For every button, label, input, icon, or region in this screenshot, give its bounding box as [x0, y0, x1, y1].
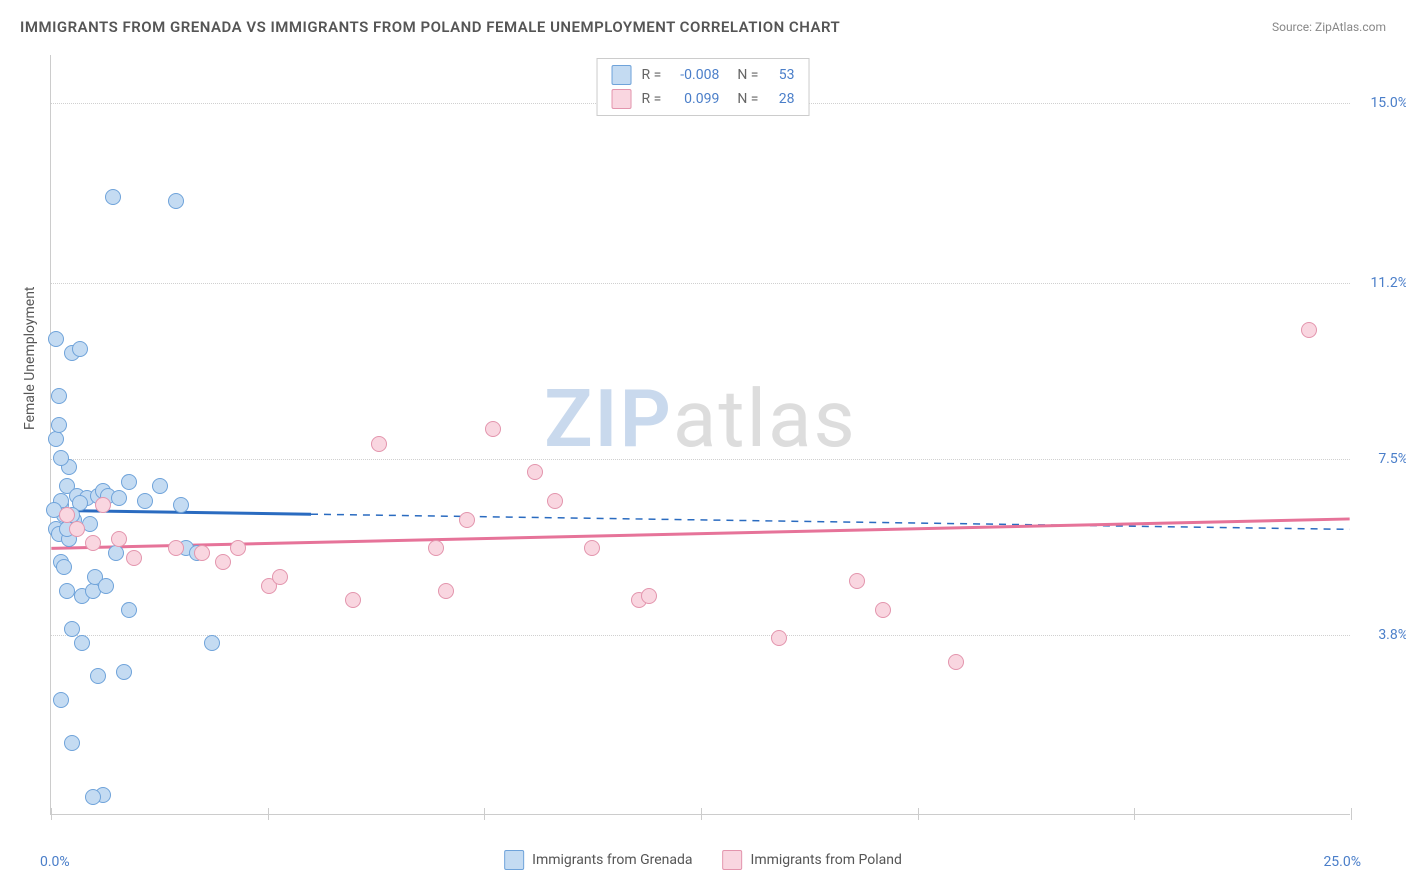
scatter-point-grenada [137, 493, 153, 509]
scatter-point-grenada [98, 578, 114, 594]
stat-n-value: 28 [768, 91, 794, 107]
stat-n-label: N = [737, 67, 758, 83]
x-tick [51, 808, 52, 820]
x-tick [1351, 808, 1352, 820]
y-tick-label: 11.2% [1370, 275, 1406, 291]
gridline [51, 283, 1350, 284]
legend-label: Immigrants from Poland [751, 852, 902, 868]
scatter-point-poland [371, 436, 387, 452]
scatter-point-grenada [64, 735, 80, 751]
scatter-point-grenada [121, 602, 137, 618]
source-attribution: Source: ZipAtlas.com [1272, 20, 1386, 34]
scatter-point-grenada [51, 388, 67, 404]
scatter-point-grenada [121, 474, 137, 490]
stat-n-label: N = [737, 91, 758, 107]
legend-item-grenada: Immigrants from Grenada [504, 850, 692, 870]
scatter-point-grenada [116, 664, 132, 680]
scatter-point-poland [85, 535, 101, 551]
scatter-point-grenada [111, 490, 127, 506]
source-label: Source: [1272, 20, 1312, 34]
scatter-point-poland [584, 540, 600, 556]
watermark: ZIPatlas [544, 372, 857, 466]
scatter-point-poland [230, 540, 246, 556]
x-tick [268, 808, 269, 820]
scatter-point-poland [485, 421, 501, 437]
bottom-legend: Immigrants from Grenada Immigrants from P… [504, 850, 902, 870]
scatter-point-grenada [53, 450, 69, 466]
scatter-point-grenada [108, 545, 124, 561]
stat-r-label: R = [642, 67, 662, 83]
scatter-point-poland [272, 569, 288, 585]
scatter-point-grenada [85, 789, 101, 805]
scatter-point-poland [849, 573, 865, 589]
scatter-point-poland [547, 493, 563, 509]
scatter-point-poland [771, 630, 787, 646]
chart-title: IMMIGRANTS FROM GRENADA VS IMMIGRANTS FR… [20, 18, 840, 36]
scatter-point-poland [438, 583, 454, 599]
scatter-point-poland [875, 602, 891, 618]
x-tick [484, 808, 485, 820]
scatter-point-poland [69, 521, 85, 537]
legend-swatch [504, 850, 524, 870]
scatter-point-grenada [51, 417, 67, 433]
x-axis-min-label: 0.0% [40, 854, 70, 870]
trend-lines [51, 55, 1350, 814]
scatter-point-grenada [64, 621, 80, 637]
scatter-point-poland [126, 550, 142, 566]
watermark-zip: ZIP [544, 372, 673, 466]
x-tick [1134, 808, 1135, 820]
gridline [51, 459, 1350, 460]
scatter-point-grenada [48, 431, 64, 447]
legend-item-poland: Immigrants from Poland [723, 850, 902, 870]
scatter-point-grenada [53, 692, 69, 708]
stat-r-value: 0.099 [671, 91, 719, 107]
scatter-point-poland [59, 507, 75, 523]
scatter-point-grenada [105, 189, 121, 205]
x-tick [918, 808, 919, 820]
x-axis-max-label: 25.0% [1323, 854, 1361, 870]
stats-row-poland: R = 0.099 N = 28 [612, 89, 795, 109]
stat-r-value: -0.008 [671, 67, 719, 83]
scatter-point-poland [215, 554, 231, 570]
scatter-point-poland [459, 512, 475, 528]
y-tick-label: 7.5% [1378, 451, 1406, 467]
scatter-point-grenada [72, 341, 88, 357]
y-axis-label: Female Unemployment [22, 286, 38, 430]
stats-legend-box: R = -0.008 N = 53 R = 0.099 N = 28 [597, 58, 810, 116]
scatter-point-poland [527, 464, 543, 480]
scatter-point-poland [1301, 322, 1317, 338]
legend-swatch [612, 65, 632, 85]
stats-row-grenada: R = -0.008 N = 53 [612, 65, 795, 85]
y-tick-label: 3.8% [1378, 627, 1406, 643]
scatter-point-grenada [59, 583, 75, 599]
scatter-point-grenada [74, 635, 90, 651]
gridline [51, 635, 1350, 636]
plot-area: ZIPatlas 3.8%7.5%11.2%15.0% [50, 55, 1350, 815]
scatter-point-grenada [90, 668, 106, 684]
legend-swatch [723, 850, 743, 870]
legend-swatch [612, 89, 632, 109]
scatter-point-poland [948, 654, 964, 670]
scatter-point-poland [95, 497, 111, 513]
scatter-point-grenada [204, 635, 220, 651]
scatter-point-poland [345, 592, 361, 608]
scatter-point-poland [194, 545, 210, 561]
scatter-point-grenada [173, 497, 189, 513]
x-tick [701, 808, 702, 820]
watermark-atlas: atlas [673, 372, 857, 466]
scatter-point-grenada [168, 193, 184, 209]
source-name: ZipAtlas.com [1315, 20, 1386, 34]
scatter-point-poland [641, 588, 657, 604]
stat-r-label: R = [642, 91, 662, 107]
legend-label: Immigrants from Grenada [532, 852, 692, 868]
scatter-point-grenada [48, 331, 64, 347]
scatter-point-poland [168, 540, 184, 556]
scatter-point-grenada [152, 478, 168, 494]
stat-n-value: 53 [768, 67, 794, 83]
scatter-point-poland [428, 540, 444, 556]
y-tick-label: 15.0% [1370, 95, 1406, 111]
scatter-point-poland [111, 531, 127, 547]
scatter-point-grenada [56, 559, 72, 575]
